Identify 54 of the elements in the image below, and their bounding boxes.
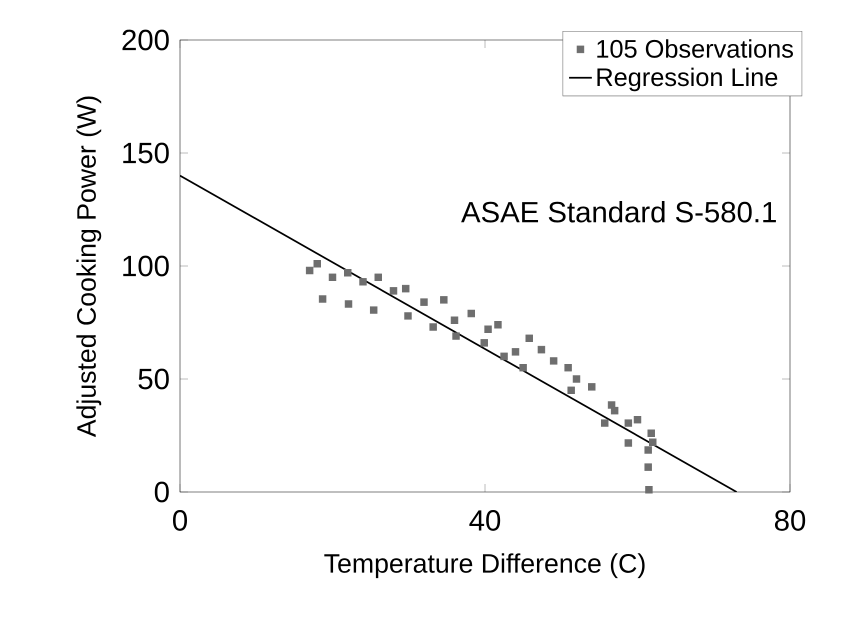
point: [624, 439, 632, 447]
x-axis-title: Temperature Difference (C): [324, 553, 645, 578]
point: [519, 364, 527, 372]
legend-label: 105 Observations: [597, 39, 793, 58]
point: [370, 306, 378, 314]
point: [644, 463, 652, 471]
point: [494, 321, 502, 328]
point: [564, 364, 572, 372]
point: [572, 375, 580, 383]
x-tick-label: 80: [774, 510, 806, 531]
y-tick-label: 100: [123, 256, 169, 276]
point: [328, 274, 336, 282]
point: [402, 284, 410, 292]
point: [512, 348, 520, 356]
point: [647, 430, 655, 437]
point: [624, 419, 632, 427]
point: [359, 278, 367, 286]
y-tick-label: 150: [123, 142, 169, 164]
point: [484, 326, 492, 334]
point: [525, 334, 533, 342]
point: [500, 352, 508, 360]
point: [600, 419, 608, 427]
point: [645, 486, 653, 494]
point: [306, 266, 314, 274]
y-axis-title: Adjusted Cooking Power (W): [76, 96, 102, 438]
point: [634, 416, 642, 424]
point: [480, 339, 488, 347]
point: [550, 357, 558, 365]
point: [450, 316, 458, 324]
point: [440, 296, 448, 304]
point: [644, 446, 652, 454]
point: [390, 287, 398, 295]
y-tick-label: 200: [122, 30, 169, 50]
x-tick-label: 0: [173, 510, 188, 531]
point: [452, 332, 460, 340]
y-tick-label: 50: [138, 368, 169, 390]
point: [538, 346, 546, 354]
point: [649, 438, 656, 446]
point: [404, 312, 412, 320]
y-tick-label: 0: [154, 482, 169, 502]
point: [344, 269, 352, 277]
point: [468, 310, 476, 318]
point: [610, 406, 618, 414]
point: [567, 386, 575, 394]
point: [588, 383, 596, 391]
point: [420, 298, 428, 306]
point: [318, 295, 326, 303]
point: [374, 274, 382, 282]
point: [344, 300, 352, 308]
legend-label: Regression Line: [597, 68, 778, 92]
x-tick-label: 40: [469, 510, 500, 531]
point: [429, 323, 437, 331]
annotation: ASAE Standard S-580.1: [461, 200, 776, 223]
point: [314, 260, 321, 268]
